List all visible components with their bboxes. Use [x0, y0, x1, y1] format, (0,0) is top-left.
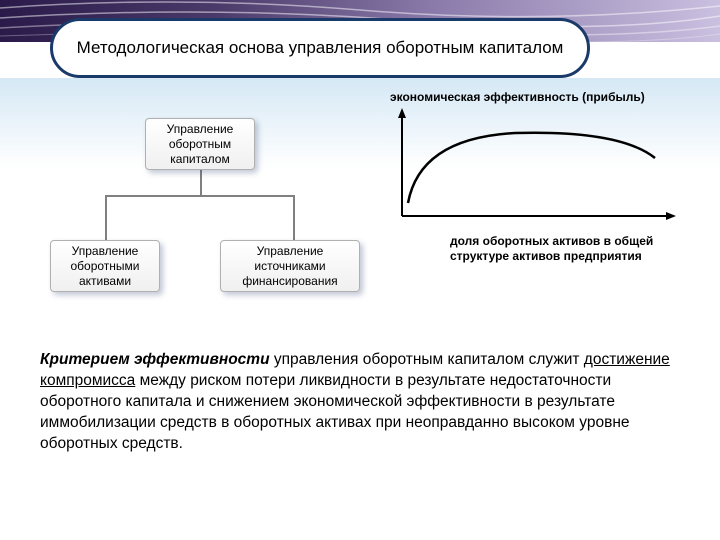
- tree-connector: [293, 195, 295, 240]
- paragraph-lead: Критерием эффективности: [40, 351, 270, 368]
- tree-connector: [105, 195, 295, 197]
- efficiency-chart: экономическая эффективность (прибыль) до…: [390, 90, 700, 300]
- tree-node-label: Управление оборотными активами: [61, 244, 149, 289]
- chart-y-label: экономическая эффективность (прибыль): [390, 90, 700, 104]
- paragraph-text: управления оборотным капиталом служит: [270, 351, 584, 368]
- tree-node-label: Управление источниками финансирования: [231, 244, 349, 289]
- tree-node-right: Управление источниками финансирования: [220, 240, 360, 292]
- page-title: Методологическая основа управления оборо…: [50, 18, 590, 78]
- page-title-text: Методологическая основа управления оборо…: [77, 38, 564, 58]
- tree-node-label: Управление оборотным капиталом: [156, 122, 244, 167]
- tree-connector: [200, 170, 202, 195]
- chart-x-label: доля оборотных активов в общей структуре…: [450, 234, 700, 263]
- criterion-paragraph: Критерием эффективности управления оборо…: [40, 350, 680, 455]
- tree-connector: [105, 195, 107, 240]
- tree-node-root: Управление оборотным капиталом: [145, 118, 255, 170]
- chart-canvas: [390, 108, 680, 228]
- hierarchy-tree: Управление оборотным капиталом Управлени…: [30, 110, 360, 320]
- tree-node-left: Управление оборотными активами: [50, 240, 160, 292]
